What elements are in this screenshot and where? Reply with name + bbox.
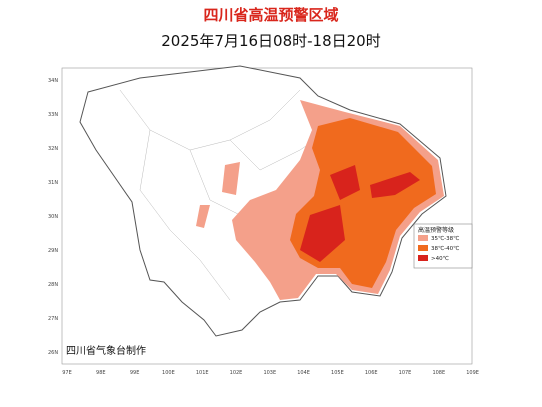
lat-label: 26N <box>48 350 58 356</box>
lon-label: 104E <box>297 370 310 376</box>
title: 四川省高温预警区域 <box>203 6 338 24</box>
subtitle: 2025年7月16日08时-18日20时 <box>161 32 380 50</box>
lon-label: 109E <box>466 370 479 376</box>
legend-swatch <box>418 235 428 241</box>
lon-label: 102E <box>230 370 243 376</box>
warning-area-over-40 <box>300 165 420 262</box>
lat-label: 33N <box>48 112 58 118</box>
lon-label: 99E <box>130 370 140 376</box>
lat-label: 34N <box>48 78 58 84</box>
map-frame <box>61 67 473 365</box>
lon-label: 105E <box>331 370 344 376</box>
lon-label: 97E <box>62 370 72 376</box>
lon-label: 98E <box>96 370 106 376</box>
legend-swatch <box>418 255 428 261</box>
legend-title: 高温预警等级 <box>418 226 454 234</box>
lon-label: 107E <box>399 370 412 376</box>
lat-label: 28N <box>48 282 58 288</box>
lat-label: 29N <box>48 248 58 254</box>
lon-label: 100E <box>162 370 175 376</box>
lat-label: 27N <box>48 316 58 322</box>
legend: 高温预警等级 35℃-38℃ 38℃-40℃ >40℃ <box>413 223 473 269</box>
lon-label: 101E <box>196 370 209 376</box>
lat-label: 32N <box>48 146 58 152</box>
lon-label: 108E <box>432 370 445 376</box>
legend-label: >40℃ <box>431 255 449 262</box>
lon-label: 106E <box>365 370 378 376</box>
legend-label: 38℃-40℃ <box>431 245 459 252</box>
lat-label: 30N <box>48 214 58 220</box>
lat-label: 31N <box>48 180 58 186</box>
credit: 四川省气象台制作 <box>66 344 146 357</box>
legend-swatch <box>418 245 428 251</box>
legend-label: 35℃-38℃ <box>431 235 459 242</box>
map <box>79 65 447 337</box>
lon-label: 103E <box>263 370 276 376</box>
